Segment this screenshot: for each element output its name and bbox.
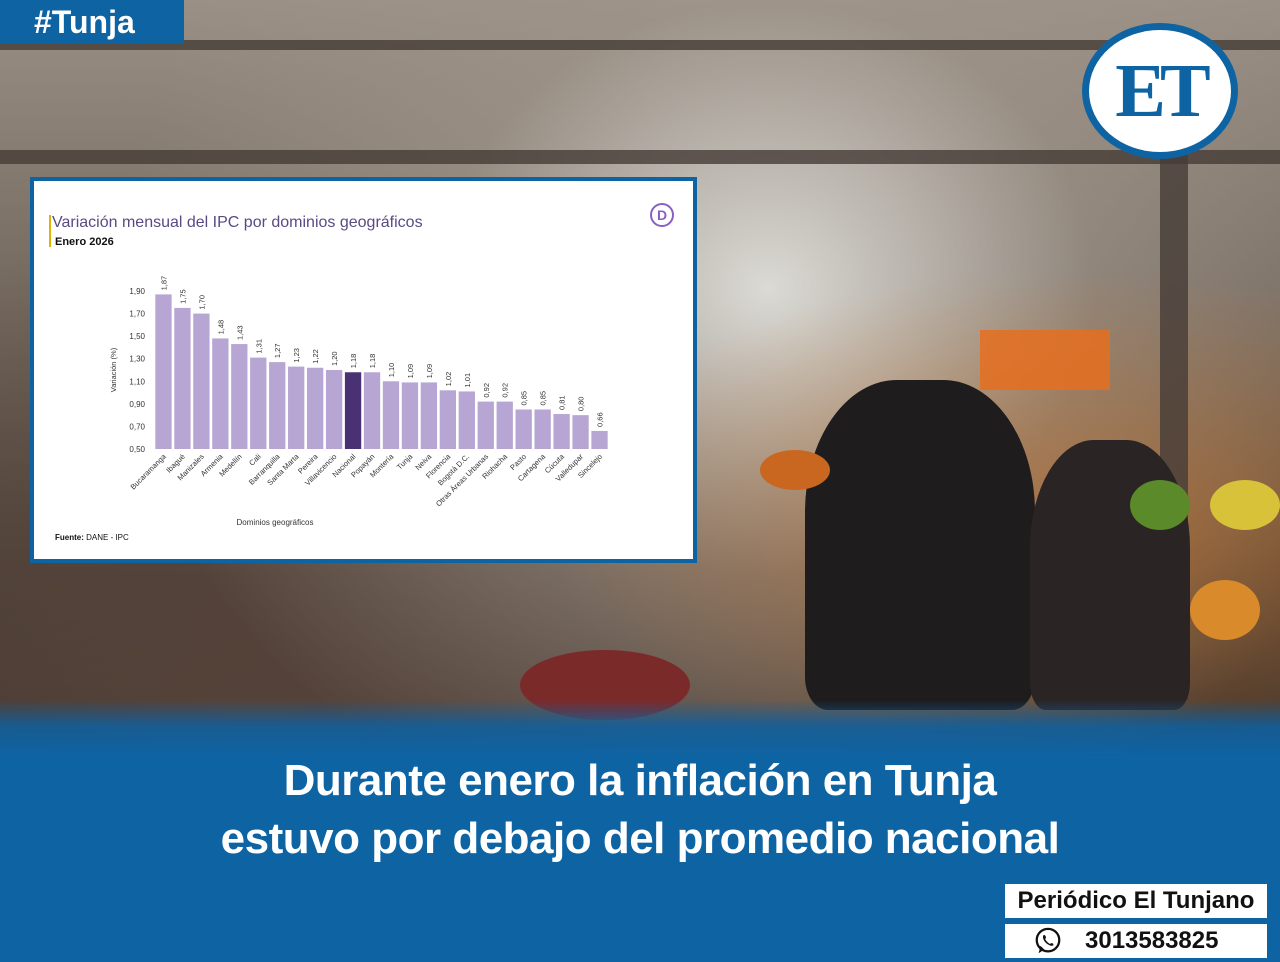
phone-number: 3013583825	[1085, 927, 1219, 954]
hashtag-label: #Tunja	[0, 0, 184, 44]
data-label: 0,92	[501, 383, 510, 398]
lime-pile	[1130, 480, 1190, 530]
shopper-man	[805, 380, 1035, 710]
headline-line-2: estuvo por debajo del promedio nacional	[220, 814, 1060, 863]
data-label: 1,18	[368, 354, 377, 369]
whatsapp-icon	[1035, 927, 1061, 954]
roof-beam	[0, 150, 1280, 164]
ipc-chart-card: Variación mensual del IPC por dominios g…	[30, 177, 697, 563]
category-label: Tunja	[395, 451, 415, 471]
bar-manizales	[193, 313, 210, 449]
orange-pile	[760, 450, 830, 490]
data-label: 1,43	[235, 325, 244, 340]
bar-chart: 0,50 0,70 0,90 1,10 1,30 1,50 1,70 1,90 Variació…	[109, 276, 608, 527]
et-logo: ET	[1082, 23, 1238, 159]
data-label: 1,31	[254, 339, 263, 354]
bar-popay-n	[363, 372, 381, 449]
data-label: 1,23	[292, 348, 301, 363]
data-label: 1,02	[444, 372, 453, 387]
title-accent-bar	[49, 215, 51, 247]
bar-ibagu-	[174, 307, 191, 449]
data-label: 0,92	[482, 383, 491, 398]
y-tick-label: 0,90	[129, 400, 145, 409]
y-tick-label: 1,70	[129, 310, 145, 319]
data-label: 1,70	[197, 295, 206, 310]
y-tick-label: 0,70	[129, 422, 145, 431]
data-label: 1,18	[349, 354, 358, 369]
bar-riohacha	[496, 401, 513, 449]
bar-armenia	[212, 338, 229, 449]
data-label: 1,01	[463, 373, 472, 388]
phone-contact[interactable]: 3013583825	[1005, 924, 1267, 958]
data-label: 1,75	[178, 289, 187, 304]
data-label: 0,81	[558, 395, 567, 410]
bar-pasto	[515, 409, 532, 449]
bar-neiva	[420, 382, 438, 449]
data-label: 1,48	[216, 320, 225, 335]
papaya	[1190, 580, 1260, 640]
bar-tunja	[401, 382, 419, 449]
data-label: 0,85	[520, 391, 529, 406]
y-tick-label: 1,10	[129, 377, 145, 386]
data-label: 0,66	[596, 412, 605, 427]
bar-cali	[250, 357, 267, 449]
data-label: 1,27	[273, 343, 282, 358]
data-label: 1,22	[311, 349, 320, 364]
bar-monter-a	[382, 381, 400, 449]
y-axis-label: Variación (%)	[109, 347, 118, 392]
bar-santa-marta	[288, 366, 305, 449]
bar-c-cuta	[553, 414, 570, 449]
category-label: Cali	[247, 452, 263, 468]
headline-band	[0, 700, 1280, 962]
source-text: DANE - IPC	[86, 533, 129, 542]
data-label: 1,10	[387, 363, 396, 378]
y-tick-label: 1,90	[129, 287, 145, 296]
headline: Durante enero la inflación en Tunja estu…	[0, 752, 1280, 868]
bar-cartagena	[534, 409, 551, 449]
bar-pereira	[306, 367, 324, 449]
roof-beam	[0, 40, 1280, 50]
brand-name: Periódico El Tunjano	[1005, 884, 1267, 918]
bar-bogot-d-c-	[458, 391, 475, 449]
bar-florencia	[439, 390, 457, 449]
bar-barranquilla	[269, 362, 286, 449]
source-label: Fuente:	[55, 533, 84, 542]
bar-medell-n	[231, 344, 248, 449]
bar-otras-reas-urbanas	[477, 401, 494, 449]
x-axis-label: Dominios geográficos	[237, 518, 314, 527]
y-tick-label: 1,50	[129, 332, 145, 341]
orange-stall-wall	[980, 330, 1110, 390]
bar-villavicencio	[325, 370, 343, 449]
bar-bucaramanga	[155, 294, 172, 449]
chart-subtitle: Enero 2026	[55, 236, 114, 248]
chart-source: Fuente: DANE - IPC	[55, 533, 129, 542]
banana-bunch	[1210, 480, 1280, 530]
data-label: 1,20	[330, 351, 339, 366]
headline-line-1: Durante enero la inflación en Tunja	[283, 756, 997, 805]
data-label: 1,09	[425, 364, 434, 379]
dane-logo-icon: D	[650, 203, 674, 227]
category-label: Bucaramanga	[129, 451, 169, 491]
data-label: 1,87	[159, 276, 168, 291]
y-tick-label: 0,50	[129, 445, 145, 454]
chart-title: Variación mensual del IPC por dominios g…	[52, 214, 423, 231]
et-logo-text: ET	[1096, 37, 1224, 145]
bar-sincelejo	[591, 430, 608, 449]
data-label: 0,80	[577, 397, 586, 412]
y-tick-label: 1,30	[129, 355, 145, 364]
bar-nacional	[344, 372, 362, 449]
data-label: 1,09	[406, 364, 415, 379]
bar-valledupar	[572, 415, 589, 449]
data-label: 0,85	[539, 391, 548, 406]
